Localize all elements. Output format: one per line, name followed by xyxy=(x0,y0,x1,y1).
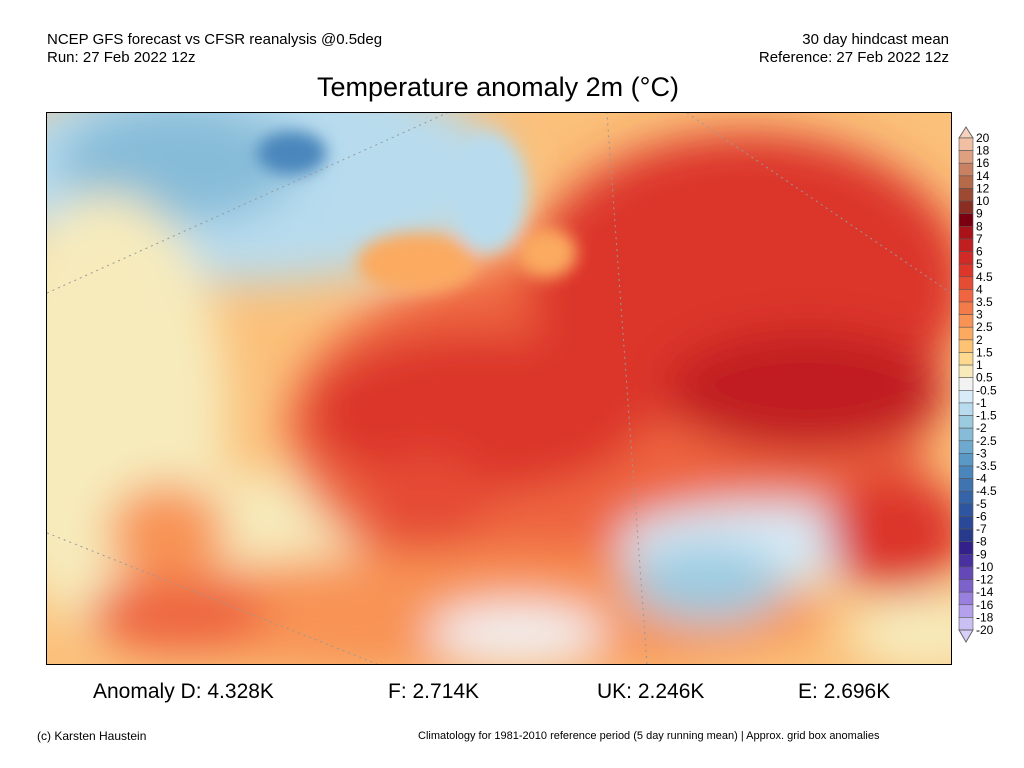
colorbar-top-arrow xyxy=(958,126,974,139)
reference-line: Reference: 27 Feb 2022 12z xyxy=(758,49,949,66)
model-line: NCEP GFS forecast vs CFSR reanalysis @0.… xyxy=(47,31,383,48)
colorbar-bin xyxy=(958,390,974,404)
colorbar-bin xyxy=(958,263,974,278)
run-line: Run: 27 Feb 2022 12z xyxy=(47,49,196,66)
footnote: Climatology for 1981-2010 reference peri… xyxy=(418,730,880,742)
colorbar-bin xyxy=(958,175,974,189)
colorbar-bin xyxy=(958,188,974,202)
colorbar-bin xyxy=(958,326,974,341)
colorbar-label: -7 xyxy=(976,522,987,536)
reference-description: 30 day hindcast mean Reference: 27 Feb 2… xyxy=(759,31,949,67)
colorbar-bin xyxy=(958,516,974,530)
map-field xyxy=(47,113,951,664)
stat-france: F: 2.714K xyxy=(388,680,480,703)
colorbar-label: -1 xyxy=(976,396,987,410)
colorbar-label: -16 xyxy=(976,598,994,612)
colorbar-label: 1 xyxy=(976,358,983,372)
stat-uk: UK: 2.246K xyxy=(597,680,705,703)
colorbar-label: 16 xyxy=(976,156,990,170)
colorbar-label: 18 xyxy=(976,144,990,158)
colorbar-label: 0.5 xyxy=(976,371,993,385)
colorbar-label: -18 xyxy=(976,610,994,624)
colorbar-bin xyxy=(958,352,974,366)
colorbar-label: -14 xyxy=(976,585,994,599)
colorbar-label: -12 xyxy=(976,573,994,587)
colorbar-bin xyxy=(958,478,974,492)
colorbar-bin xyxy=(958,440,974,454)
colorbar-bin xyxy=(958,415,974,429)
map-title: Temperature anomaly 2m (°C) xyxy=(317,72,679,102)
colorbar-label: -20 xyxy=(976,623,994,637)
colorbar-bin xyxy=(958,541,974,555)
colorbar-label: 2.5 xyxy=(976,320,993,334)
colorbar-bin xyxy=(958,453,974,467)
colorbar-label: 14 xyxy=(976,169,990,183)
colorbar-bin xyxy=(958,364,974,378)
colorbar-bin xyxy=(958,490,974,505)
colorbar-label: -9 xyxy=(976,547,987,561)
colorbar-bin xyxy=(958,276,974,290)
colorbar-label: -1.5 xyxy=(976,409,997,423)
colorbar-bin xyxy=(958,213,974,227)
colorbar-label: 6 xyxy=(976,245,983,259)
colorbar-label: 9 xyxy=(976,207,983,221)
colorbar-label: 2 xyxy=(976,333,983,347)
colorbar-label: 4.5 xyxy=(976,270,993,284)
colorbar-bin xyxy=(958,226,974,240)
colorbar-bin xyxy=(958,339,974,353)
colorbar-label: -10 xyxy=(976,560,994,574)
colorbar-label: 12 xyxy=(976,181,990,195)
colorbar-bin xyxy=(958,591,974,606)
colorbar-label: -2 xyxy=(976,421,987,435)
colorbar-bin xyxy=(958,528,974,542)
colorbar-label: -0.5 xyxy=(976,383,997,397)
colorbar-bin xyxy=(958,402,974,416)
colorbar-bin xyxy=(958,238,974,252)
colorbar-label: 3 xyxy=(976,308,983,322)
colorbar-bin xyxy=(958,289,974,303)
colorbar-label: 1.5 xyxy=(976,345,993,359)
colorbar-bin xyxy=(958,465,974,479)
anomaly-map xyxy=(46,112,952,665)
colorbar-bin xyxy=(958,579,974,593)
stat-spain: E: 2.696K xyxy=(798,680,891,703)
colorbar-bin xyxy=(958,617,974,631)
colorbar-label: 3.5 xyxy=(976,295,993,309)
colorbar-label: -6 xyxy=(976,509,987,523)
colorbar-label: -3.5 xyxy=(976,459,997,473)
credit: (c) Karsten Haustein xyxy=(37,729,147,743)
colorbar-label: -8 xyxy=(976,535,987,549)
colorbar-bin xyxy=(958,162,974,177)
colorbar: 201816141210987654.543.532.521.510.5-0.5… xyxy=(958,126,997,643)
stat-germany: Anomaly D: 4.328K xyxy=(93,680,274,703)
colorbar-bin xyxy=(958,503,974,517)
colorbar-bin xyxy=(958,554,974,568)
colorbar-label: 10 xyxy=(976,194,990,208)
colorbar-label: 20 xyxy=(976,131,990,145)
colorbar-label: 7 xyxy=(976,232,983,246)
model-description: NCEP GFS forecast vs CFSR reanalysis @0.… xyxy=(47,31,382,67)
colorbar-label: -4 xyxy=(976,472,987,486)
colorbar-bin xyxy=(958,301,974,315)
colorbar-label: -2.5 xyxy=(976,434,997,448)
colorbar-label: 5 xyxy=(976,257,983,271)
colorbar-bin xyxy=(958,200,974,214)
colorbar-bin xyxy=(958,427,974,442)
colorbar-bin xyxy=(958,377,974,391)
mean-line: 30 day hindcast mean xyxy=(802,31,949,48)
colorbar-bin xyxy=(958,566,974,580)
colorbar-label: -3 xyxy=(976,446,987,460)
colorbar-label: -5 xyxy=(976,497,987,511)
colorbar-bin xyxy=(958,150,974,164)
colorbar-bin xyxy=(958,251,974,265)
colorbar-label: -4.5 xyxy=(976,484,997,498)
colorbar-bin xyxy=(958,604,974,618)
colorbar-label: 4 xyxy=(976,282,983,296)
colorbar-bin xyxy=(958,137,974,151)
colorbar-bin xyxy=(958,314,974,328)
colorbar-bottom-arrow xyxy=(958,629,974,643)
colorbar-label: 8 xyxy=(976,219,983,233)
